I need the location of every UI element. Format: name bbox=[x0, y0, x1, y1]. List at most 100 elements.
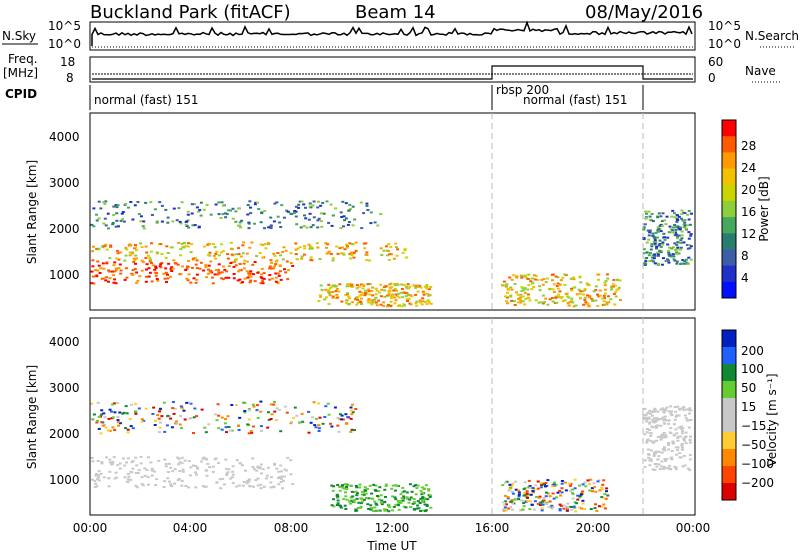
heatmap-cell bbox=[163, 480, 167, 483]
heatmap-cell bbox=[221, 250, 225, 253]
heatmap-cell bbox=[581, 502, 585, 505]
heatmap-cell bbox=[348, 242, 352, 245]
heatmap-cell bbox=[159, 243, 163, 246]
heatmap-cell bbox=[653, 262, 657, 265]
heatmap-cell bbox=[367, 288, 371, 291]
heatmap-cell bbox=[202, 269, 206, 272]
heatmap-cell bbox=[583, 481, 587, 484]
heatmap-cell bbox=[290, 421, 293, 423]
heatmap-cell bbox=[336, 296, 340, 299]
heatmap-cell bbox=[318, 294, 322, 297]
heatmap-cell bbox=[593, 486, 596, 489]
heatmap-cell bbox=[276, 281, 280, 284]
heatmap-cell bbox=[565, 292, 569, 295]
heatmap-cell bbox=[163, 430, 167, 433]
heatmap-cell bbox=[658, 243, 662, 245]
heatmap-cell bbox=[344, 495, 348, 498]
heatmap-cell bbox=[673, 242, 677, 245]
heatmap-cell bbox=[173, 262, 177, 265]
heatmap-cell bbox=[586, 479, 590, 482]
heatmap-cell bbox=[355, 486, 359, 489]
heatmap-cell bbox=[678, 456, 682, 459]
heatmap-cell bbox=[96, 459, 100, 462]
heatmap-cell bbox=[365, 204, 369, 207]
heatmap-cell bbox=[325, 246, 328, 249]
heatmap-cell bbox=[329, 422, 332, 425]
heatmap-cell bbox=[137, 469, 141, 472]
heatmap-cell bbox=[506, 302, 509, 305]
heatmap-cell bbox=[575, 502, 579, 505]
heatmap-cell bbox=[364, 292, 368, 294]
power-cbar-tick-16: 16 bbox=[741, 205, 756, 219]
heatmap-cell bbox=[391, 495, 395, 498]
heatmap-cell bbox=[672, 258, 676, 261]
heatmap-cell bbox=[331, 291, 335, 293]
heatmap-cell bbox=[657, 463, 661, 466]
heatmap-cell bbox=[342, 487, 346, 490]
heatmap-cell bbox=[532, 286, 536, 288]
heatmap-cell bbox=[387, 503, 391, 506]
heatmap-cell bbox=[360, 293, 364, 296]
heatmap-cell bbox=[534, 299, 538, 302]
heatmap-cell bbox=[660, 220, 664, 223]
heatmap-cell bbox=[211, 465, 215, 468]
heatmap-cell bbox=[369, 508, 373, 511]
heatmap-cell bbox=[152, 470, 156, 473]
heatmap-cell bbox=[602, 300, 606, 303]
heatmap-cell bbox=[552, 283, 556, 286]
heatmap-cell bbox=[373, 221, 377, 224]
heatmap-cell bbox=[243, 277, 247, 280]
heatmap-cell bbox=[107, 417, 111, 420]
heatmap-cell bbox=[269, 224, 273, 227]
heatmap-cell bbox=[303, 245, 306, 248]
heatmap-cell bbox=[343, 248, 347, 251]
heatmap-cell bbox=[683, 464, 687, 467]
heatmap-cell bbox=[351, 301, 355, 304]
heatmap-cell bbox=[675, 220, 679, 223]
heatmap-cell bbox=[332, 284, 336, 287]
nsky-strip bbox=[89, 21, 696, 51]
heatmap-cell bbox=[523, 287, 527, 290]
heatmap-cell bbox=[383, 488, 387, 491]
heatmap-cell bbox=[367, 508, 371, 510]
heatmap-cell bbox=[259, 487, 263, 490]
heatmap-cell bbox=[391, 484, 395, 487]
heatmap-cell bbox=[655, 236, 659, 239]
heatmap-cell bbox=[423, 497, 427, 500]
heatmap-cell bbox=[543, 301, 546, 303]
heatmap-cell bbox=[556, 287, 560, 290]
heatmap-cell bbox=[265, 474, 269, 477]
heatmap-cell bbox=[94, 482, 98, 485]
heatmap-cell bbox=[342, 225, 345, 228]
heatmap-cell bbox=[224, 422, 227, 425]
heatmap-cell bbox=[99, 207, 103, 210]
heatmap-cell bbox=[588, 296, 592, 299]
heatmap-cell bbox=[248, 200, 252, 203]
heatmap-cell bbox=[219, 217, 223, 219]
heatmap-cell bbox=[594, 289, 598, 292]
heatmap-cell bbox=[385, 249, 389, 252]
heatmap-cell bbox=[367, 497, 370, 500]
heatmap-cell bbox=[323, 298, 327, 301]
heatmap-cell bbox=[350, 254, 354, 257]
heatmap-cell bbox=[671, 440, 675, 443]
heatmap-cell bbox=[354, 509, 358, 512]
heatmap-cell bbox=[684, 417, 688, 420]
cpid-segment-normal-2: normal (fast) 151 bbox=[523, 93, 627, 107]
heatmap-cell bbox=[415, 507, 419, 510]
heatmap-cell bbox=[116, 252, 120, 255]
heatmap-cell bbox=[643, 223, 647, 226]
heatmap-cell bbox=[363, 294, 367, 297]
heatmap-cell bbox=[153, 424, 157, 426]
heatmap-cell bbox=[661, 407, 665, 410]
heatmap-cell bbox=[106, 429, 110, 432]
heatmap-cell bbox=[374, 301, 378, 304]
heatmap-cell bbox=[231, 207, 235, 210]
heatmap-cell bbox=[108, 461, 112, 464]
heatmap-cell bbox=[327, 413, 331, 416]
heatmap-cell bbox=[406, 293, 410, 296]
heatmap-cell bbox=[545, 277, 549, 280]
heatmap-cell bbox=[343, 504, 347, 507]
heatmap-cell bbox=[667, 249, 671, 252]
heatmap-cell bbox=[657, 212, 661, 215]
